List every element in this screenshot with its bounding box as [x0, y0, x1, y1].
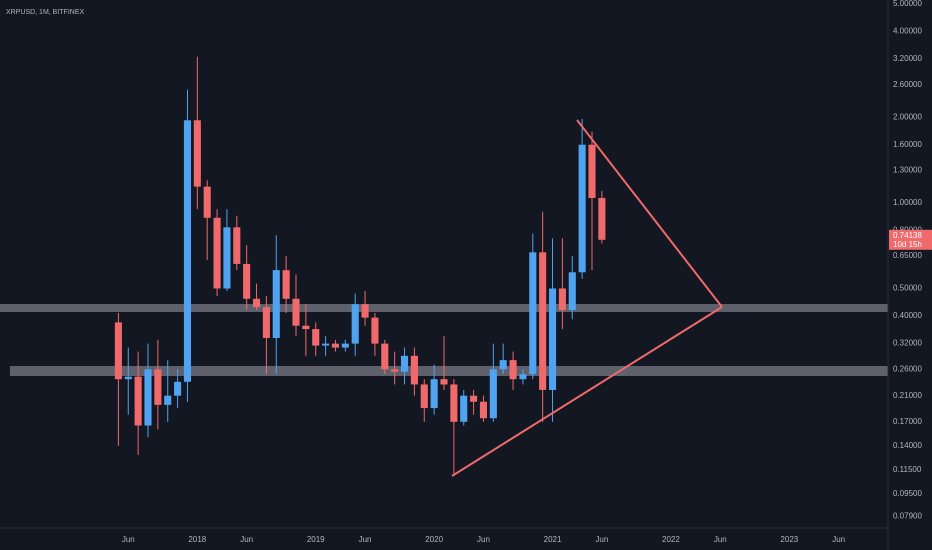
x-tick-label: 2021 [544, 535, 562, 544]
candle-body [233, 227, 241, 264]
y-tick-label: 0.17000 [893, 417, 922, 426]
x-tick-label: 2023 [780, 535, 798, 544]
x-tick-label: 2019 [307, 535, 325, 544]
candle-body [509, 360, 517, 380]
candle-body [440, 379, 448, 385]
x-tick-label: Jun [714, 535, 727, 544]
y-tick-label: 0.40000 [893, 311, 922, 320]
candle-body [341, 343, 349, 348]
candle-body [262, 307, 270, 338]
x-tick-label: 2022 [662, 535, 680, 544]
candle-body [331, 343, 340, 348]
x-tick-label: Jun [240, 535, 253, 544]
zone [10, 366, 888, 376]
candle-body [124, 376, 132, 380]
candle-body [154, 369, 162, 405]
x-tick-label: Jun [122, 535, 135, 544]
candle-body [410, 355, 418, 385]
candle-body [203, 186, 211, 218]
candle-body [460, 395, 468, 422]
y-tick-label: 1.60000 [893, 140, 922, 149]
candle-body [351, 304, 359, 344]
candle-body [322, 343, 330, 346]
y-tick-label: 2.60000 [893, 80, 922, 89]
candle-body [400, 355, 409, 372]
last-price: 0.74138 [893, 231, 922, 240]
chart-title: XRPUSD, 1M, BITFINEX [6, 9, 85, 16]
candle-body [213, 217, 221, 289]
candle-body [568, 272, 576, 311]
candle-body [479, 401, 488, 419]
y-tick-label: 0.32000 [893, 339, 922, 348]
y-tick-label: 4.00000 [893, 27, 922, 36]
candle-body [529, 252, 537, 375]
trend-line [576, 119, 723, 308]
y-tick-label: 0.07900 [893, 512, 922, 521]
candle-body [183, 120, 192, 382]
candle-body [282, 270, 290, 299]
y-tick-label: 1.00000 [893, 198, 922, 207]
candle-body [114, 322, 122, 380]
countdown: 10d 15h [893, 240, 922, 249]
candle-body [470, 395, 478, 402]
candle-body [499, 360, 507, 370]
y-tick-label: 0.65000 [893, 251, 922, 260]
candle-body [539, 252, 547, 390]
x-tick-label: Jun [477, 535, 490, 544]
candle-body [193, 120, 201, 187]
candle-body [548, 288, 557, 390]
y-tick-label: 3.20000 [893, 54, 922, 63]
x-tick-label: Jun [359, 535, 372, 544]
candle-body [371, 317, 379, 344]
x-tick-label: 2020 [425, 535, 443, 544]
candle-body [361, 304, 369, 318]
candle-body [292, 298, 300, 326]
candle-body [223, 227, 231, 289]
y-tick-label: 0.11500 [893, 465, 922, 474]
plot [114, 56, 606, 476]
x-tick-label: Jun [832, 535, 845, 544]
candle-body [381, 343, 389, 370]
price-label-box [889, 229, 932, 250]
candle-body [578, 144, 586, 273]
candle-body [450, 384, 458, 422]
candle-body [134, 376, 142, 426]
candle-body [174, 381, 182, 396]
candle-body [302, 325, 310, 330]
x-tick-label: 2018 [188, 535, 206, 544]
candle-body [558, 288, 566, 311]
candle-body [588, 144, 596, 198]
y-tick-label: 1.30000 [893, 165, 922, 174]
candle-body [391, 369, 399, 372]
candle-body [489, 369, 497, 419]
candle-body [430, 379, 438, 409]
candle-body [144, 369, 152, 426]
candle-body [252, 298, 261, 308]
y-tick-label: 0.50000 [893, 284, 922, 293]
y-tick-label: 0.14000 [893, 441, 922, 450]
candle-body [598, 197, 606, 240]
y-tick-label: 0.26000 [893, 364, 922, 373]
candle-body [272, 270, 280, 338]
candle-body [519, 374, 527, 380]
y-tick-label: 2.00000 [893, 112, 922, 121]
x-tick-label: Jun [595, 535, 608, 544]
y-tick-label: 5.00000 [893, 0, 922, 8]
candle-body [164, 395, 172, 405]
candle-body [243, 263, 251, 299]
candle-body [312, 329, 320, 346]
candle-body [420, 384, 428, 409]
y-tick-label: 0.09500 [893, 489, 922, 498]
zone [0, 304, 888, 312]
y-tick-label: 0.21000 [893, 391, 922, 400]
trend-line [451, 306, 723, 477]
